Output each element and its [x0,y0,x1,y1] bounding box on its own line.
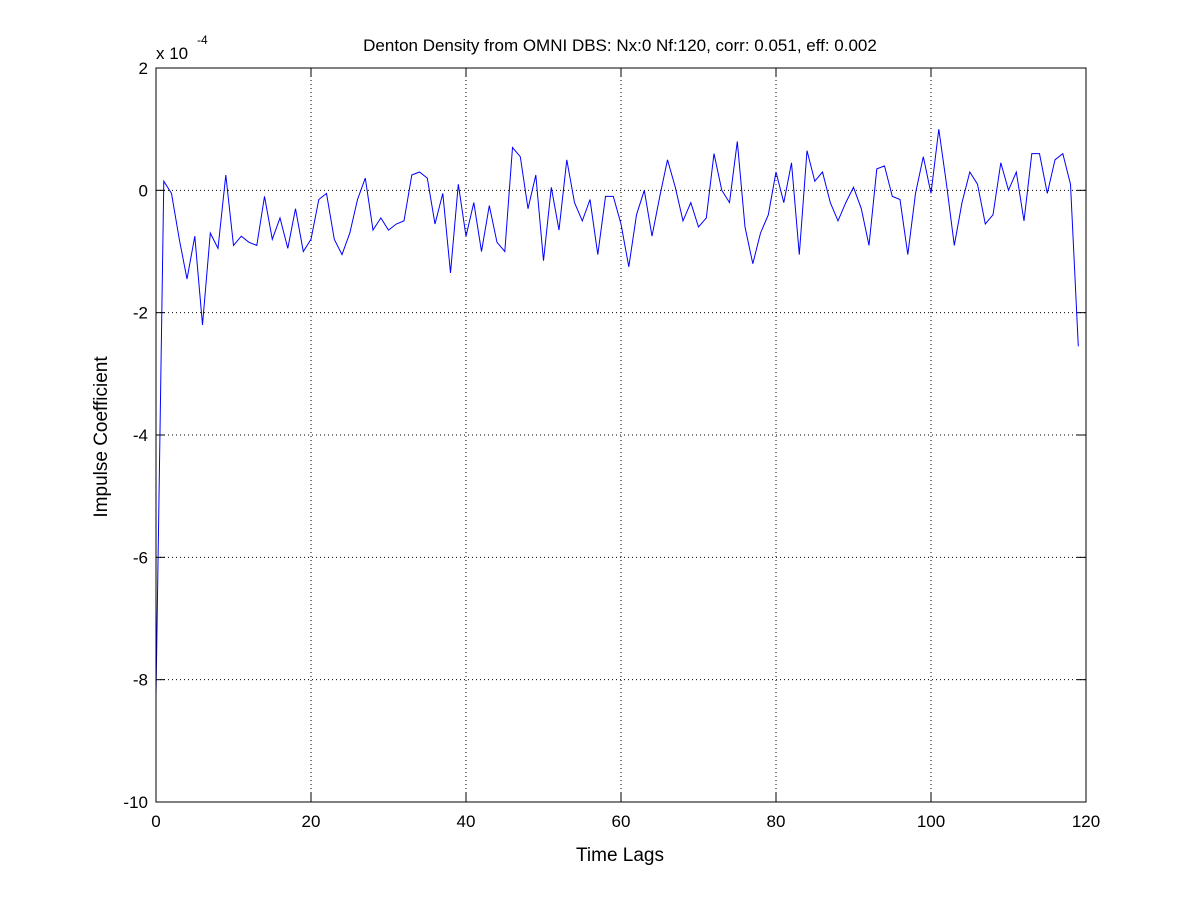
x-tick-label: 100 [917,812,945,831]
chart-title: Denton Density from OMNI DBS: Nx:0 Nf:12… [363,36,877,55]
y-exponent-power: -4 [197,33,208,47]
series-line [155,129,1079,696]
x-tick-label: 20 [302,812,321,831]
y-exponent-base: x 10 [156,44,188,63]
x-tick-labels: 0 20 40 60 80 100 120 [151,812,1100,831]
x-tick-label: 60 [612,812,631,831]
series-layer [155,129,1079,696]
y-tick-label: -4 [133,426,148,445]
y-tick-label: 0 [139,181,148,200]
y-tick-label: -2 [133,304,148,323]
y-tick-label: 2 [139,59,148,78]
y-axis-title: Impulse Coefficient [91,356,112,518]
y-tick-label: -10 [123,793,148,812]
y-tick-label: -8 [133,671,148,690]
x-tick-label: 40 [457,812,476,831]
gridlines [156,68,1086,802]
y-tick-label: -6 [133,548,148,567]
x-axis-title: Time Lags [576,845,664,866]
axis-ticks [155,67,1087,803]
x-tick-label: 120 [1072,812,1100,831]
x-tick-label: 80 [767,812,786,831]
x-tick-label: 0 [151,812,160,831]
y-tick-labels: -10 -8 -6 -4 -2 0 2 [123,59,148,812]
